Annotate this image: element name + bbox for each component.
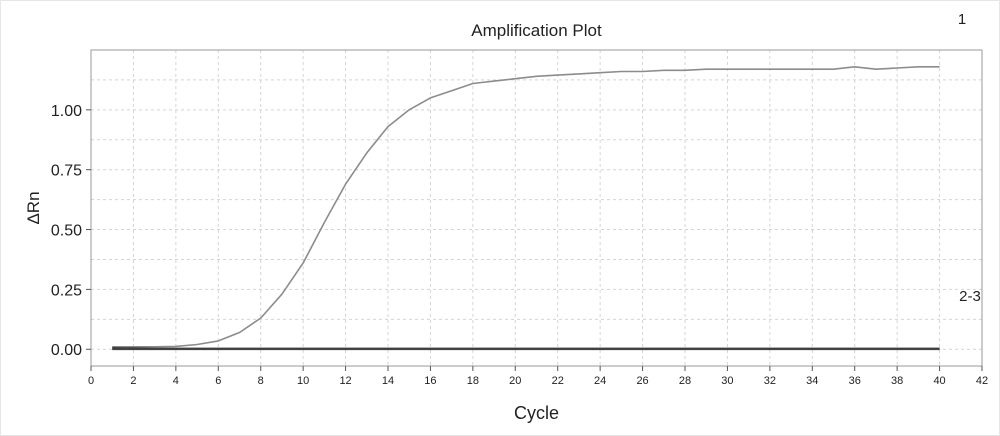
- y-tick-label: 1.00: [51, 103, 82, 120]
- series-line-1: [112, 66, 940, 348]
- y-tick-label: 0.50: [51, 223, 82, 240]
- x-tick-label: 12: [339, 375, 351, 387]
- x-tick-label: 30: [721, 375, 733, 387]
- x-tick-label: 4: [173, 375, 179, 387]
- x-tick-label: 42: [976, 375, 988, 387]
- plot-area: [91, 50, 982, 366]
- x-tick-label: 28: [679, 375, 691, 387]
- plot-border: [90, 49, 983, 367]
- x-tick-label: 10: [297, 375, 309, 387]
- x-tick-label: 34: [806, 375, 818, 387]
- curve-annotation: 1: [958, 11, 966, 28]
- x-tick-label: 8: [258, 375, 264, 387]
- x-tick-label: 0: [88, 375, 94, 387]
- x-tick-label: 16: [424, 375, 436, 387]
- chart-title: Amplification Plot: [471, 21, 602, 40]
- x-tick-label: 6: [215, 375, 221, 387]
- x-tick-label: 20: [509, 375, 521, 387]
- y-tick-label: 0.00: [51, 342, 82, 359]
- x-axis-label: Cycle: [514, 403, 559, 423]
- x-tick-label: 36: [849, 375, 861, 387]
- x-tick-label: 18: [467, 375, 479, 387]
- x-tick-label: 22: [552, 375, 564, 387]
- x-tick-label: 32: [764, 375, 776, 387]
- x-tick-label: 2: [130, 375, 136, 387]
- y-tick-label: 0.25: [51, 282, 82, 299]
- y-tick-label: 0.75: [51, 163, 82, 180]
- x-tick-label: 24: [594, 375, 606, 387]
- x-tick-label: 26: [636, 375, 648, 387]
- x-tick-label: 40: [933, 375, 945, 387]
- baseline-annotation: 2-3: [959, 288, 981, 305]
- x-tick-label: 38: [891, 375, 903, 387]
- x-tick-label: 14: [382, 375, 394, 387]
- y-axis-label: ΔRn: [24, 191, 43, 224]
